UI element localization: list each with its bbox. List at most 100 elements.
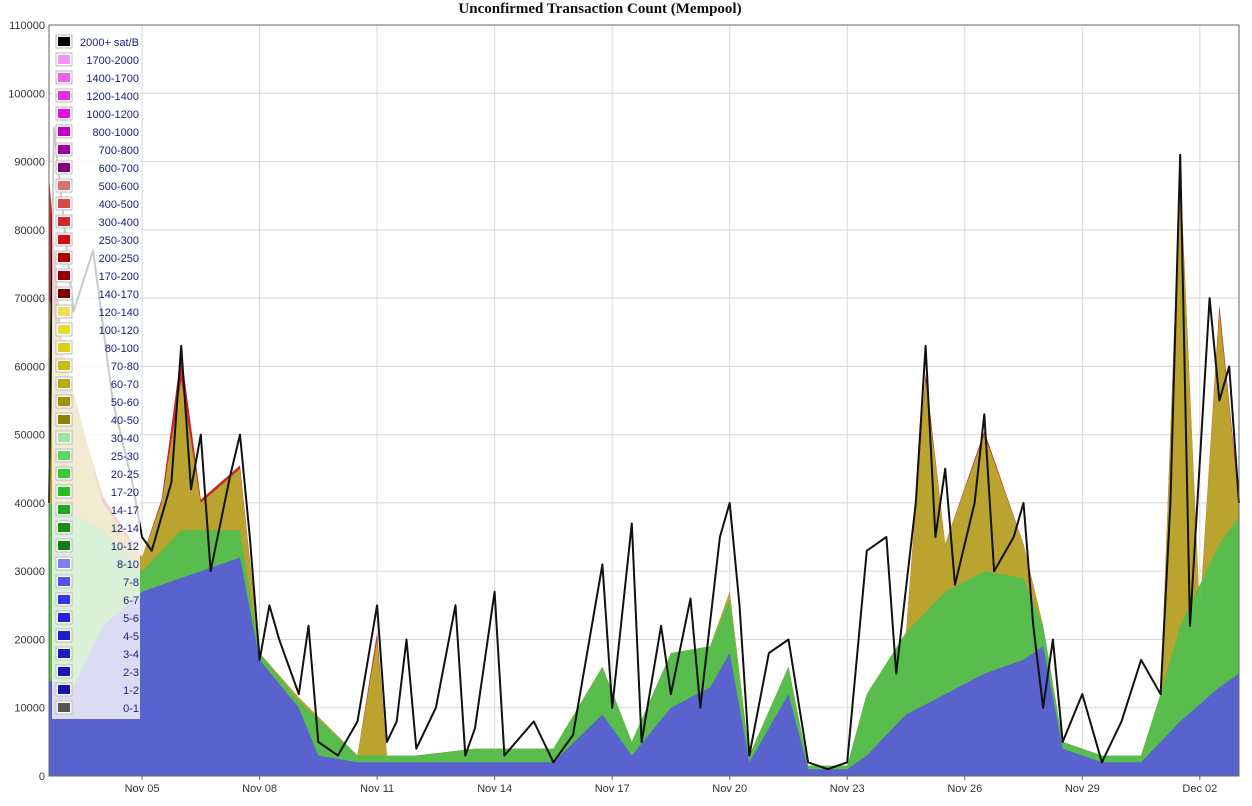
legend-swatch	[58, 451, 70, 460]
legend-label: 250-300	[99, 235, 139, 247]
legend-swatch	[58, 379, 70, 388]
legend-label: 1700-2000	[86, 55, 139, 67]
legend-label: 400-500	[99, 199, 139, 211]
legend-label: 120-140	[99, 307, 139, 319]
legend-label: 4-5	[123, 631, 139, 643]
legend-swatch	[58, 289, 70, 298]
legend-swatch	[58, 685, 70, 694]
legend-swatch	[58, 433, 70, 442]
legend-swatch	[58, 523, 70, 532]
y-tick-label: 90000	[14, 157, 45, 169]
total-count-line	[48, 126, 1240, 771]
legend-label: 7-8	[123, 577, 139, 589]
legend-label: 17-20	[111, 487, 139, 499]
legend-swatch	[58, 217, 70, 226]
legend-label: 3-4	[123, 649, 139, 661]
legend-swatch	[58, 325, 70, 334]
legend-label: 600-700	[99, 163, 139, 175]
legend-swatch	[58, 127, 70, 136]
legend-swatch	[58, 397, 70, 406]
legend-label: 20-25	[111, 469, 139, 481]
plot-frame	[48, 24, 1240, 777]
legend-swatch	[58, 361, 70, 370]
legend-label: 2-3	[123, 667, 139, 679]
legend-swatch	[58, 109, 70, 118]
legend-label: 5-6	[123, 613, 139, 625]
x-tick-label: Nov 08	[242, 783, 277, 795]
y-tick-label: 0	[39, 771, 45, 783]
x-tick-label: Nov 17	[595, 783, 630, 795]
legend-label: 1200-1400	[86, 91, 139, 103]
legend-swatch	[58, 235, 70, 244]
legend-label: 300-400	[99, 217, 139, 229]
legend-swatch	[58, 55, 70, 64]
legend-label: 1400-1700	[86, 73, 139, 85]
legend-label: 14-17	[111, 505, 139, 517]
area-band-blue	[49, 557, 1239, 776]
legend-swatch	[58, 613, 70, 622]
legend-swatch	[58, 73, 70, 82]
legend-swatch	[58, 343, 70, 352]
y-axis: 0 10000 20000 30000 40000 50000 60000 70000 8000…	[8, 20, 45, 783]
legend-swatch	[58, 307, 70, 316]
legend-label: 30-40	[111, 433, 139, 445]
legend-swatch	[58, 703, 70, 712]
y-tick-label: 50000	[14, 430, 45, 442]
legend-swatch	[58, 559, 70, 568]
legend-label: 1000-1200	[86, 109, 139, 121]
legend-swatch	[58, 181, 70, 190]
legend: 2000+ sat/B 1700-2000 1400-1700 1200-1400 10…	[52, 29, 140, 719]
legend-label: 800-1000	[93, 127, 140, 139]
y-tick-label: 30000	[14, 566, 45, 578]
total-line	[48, 126, 1240, 771]
y-tick-label: 20000	[14, 634, 45, 646]
legend-label: 25-30	[111, 451, 139, 463]
legend-label: 170-200	[99, 271, 139, 283]
legend-swatch	[58, 271, 70, 280]
legend-swatch	[58, 145, 70, 154]
legend-label: 140-170	[99, 289, 139, 301]
legend-label: 200-250	[99, 253, 139, 265]
y-tick-label: 80000	[14, 225, 45, 237]
x-tick-label: Nov 20	[712, 783, 747, 795]
legend-label: 60-70	[111, 379, 139, 391]
x-tick-label: Dec 02	[1182, 783, 1217, 795]
legend-label: 6-7	[123, 595, 139, 607]
legend-label: 2000+ sat/B	[80, 37, 139, 49]
legend-label: 100-120	[99, 325, 139, 337]
legend-swatch	[58, 469, 70, 478]
legend-label: 0-1	[123, 703, 139, 715]
legend-label: 40-50	[111, 415, 139, 427]
x-tick-label: Nov 23	[830, 783, 865, 795]
legend-swatch	[58, 487, 70, 496]
legend-swatch	[58, 577, 70, 586]
legend-swatch	[58, 631, 70, 640]
legend-swatch	[58, 505, 70, 514]
legend-swatch	[58, 595, 70, 604]
y-tick-label: 10000	[14, 703, 45, 715]
legend-swatch	[58, 649, 70, 658]
legend-swatch	[58, 199, 70, 208]
legend-swatch	[58, 415, 70, 424]
legend-swatch	[58, 163, 70, 172]
x-tick-label: Nov 14	[477, 783, 512, 795]
legend-label: 500-600	[99, 181, 139, 193]
y-tick-label: 70000	[14, 293, 45, 305]
y-tick-label: 110000	[9, 20, 45, 32]
legend-label: 12-14	[111, 523, 139, 535]
legend-label: 8-10	[117, 559, 139, 571]
x-axis: Nov 05 Nov 08 Nov 11 Nov 14 Nov 17 Nov 20 Nov …	[125, 776, 1217, 795]
legend-label: 50-60	[111, 397, 139, 409]
legend-label: 1-2	[123, 685, 139, 697]
x-tick-label: Nov 11	[360, 783, 394, 795]
legend-swatch	[58, 37, 70, 46]
legend-swatch	[58, 541, 70, 550]
stacked-areas	[49, 168, 1239, 776]
y-tick-label: 60000	[14, 361, 45, 373]
legend-swatch	[58, 91, 70, 100]
chart-title: Unconfirmed Transaction Count (Mempool)	[458, 1, 742, 17]
y-tick-label: 100000	[8, 88, 45, 100]
legend-label: 80-100	[105, 343, 139, 355]
x-tick-label: Nov 26	[947, 783, 982, 795]
